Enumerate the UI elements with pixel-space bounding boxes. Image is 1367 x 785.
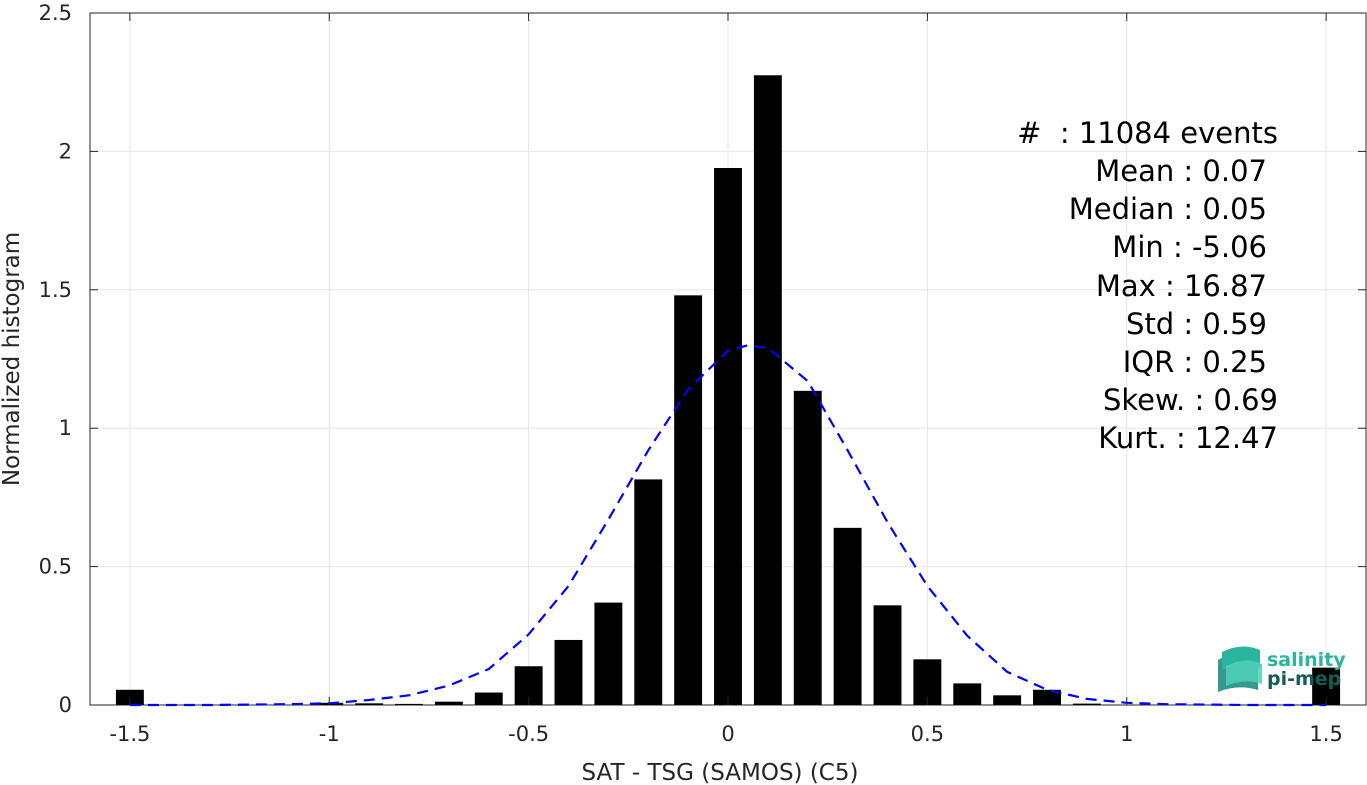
histogram-bar — [474, 692, 503, 705]
x-tick-label: -1 — [319, 722, 340, 746]
histogram-bar — [594, 602, 623, 705]
histogram-bar — [793, 390, 822, 705]
x-tick-label: 0.5 — [911, 722, 944, 746]
salinity-pimep-logo: salinity pi-mep — [1218, 646, 1346, 692]
histogram-bar — [395, 703, 423, 705]
x-tick-label: 1.5 — [1309, 722, 1342, 746]
stat-min: Min : -5.06 — [1112, 230, 1267, 264]
histogram-bar — [634, 479, 663, 705]
histogram-bar — [993, 695, 1022, 705]
stat-mean: Mean : 0.07 — [1095, 154, 1267, 188]
stat-max: Max : 16.87 — [1096, 269, 1267, 303]
statistics-annotation: # : 11084 events Mean : 0.07 Median : 0.… — [1017, 116, 1278, 455]
histogram-bars — [115, 75, 1341, 705]
histogram-bar — [953, 683, 982, 705]
logo-line1: salinity — [1267, 649, 1346, 671]
x-tick-label: 1 — [1120, 722, 1133, 746]
histogram-bar — [355, 703, 384, 705]
histogram-bar — [1072, 703, 1101, 705]
y-axis-ticks: 0 0.5 1 1.5 2 2.5 — [39, 1, 1366, 717]
histogram-bar — [753, 75, 782, 705]
logo-line2: pi-mep — [1267, 668, 1341, 690]
gaussian-fit-curve — [129, 344, 1327, 707]
stat-iqr: IQR : 0.25 — [1123, 345, 1267, 379]
y-tick-label: 2 — [59, 139, 72, 163]
x-axis-label: SAT - TSG (SAMOS) (C5) — [582, 760, 859, 785]
histogram-bar — [833, 527, 862, 705]
histogram-bar — [554, 639, 583, 705]
logo-waves-icon — [1218, 646, 1262, 692]
stat-events: # : 11084 events — [1017, 116, 1278, 150]
stat-std: Std : 0.59 — [1126, 307, 1267, 341]
stat-skew: Skew. : 0.69 — [1103, 383, 1278, 417]
histogram-bar — [873, 605, 902, 705]
y-tick-label: 1.5 — [39, 278, 72, 302]
y-tick-label: 1 — [59, 416, 72, 440]
y-tick-label: 0.5 — [39, 555, 72, 579]
histogram-bar — [714, 168, 742, 705]
x-tick-label: -1.5 — [109, 722, 150, 746]
x-axis-ticks: -1.5 -1 -0.5 0 0.5 1 1.5 — [109, 13, 1343, 746]
y-axis-label: Normalized histogram — [0, 232, 25, 486]
histogram-bar — [1033, 689, 1061, 705]
x-tick-label: -0.5 — [508, 722, 549, 746]
y-tick-label: 2.5 — [39, 1, 72, 25]
y-tick-label: 0 — [59, 693, 72, 717]
histogram-bar — [434, 701, 463, 705]
x-tick-label: 0 — [721, 722, 734, 746]
stat-median: Median : 0.05 — [1069, 192, 1267, 226]
stat-kurt: Kurt. : 12.47 — [1098, 421, 1278, 455]
histogram-bar — [674, 295, 703, 705]
